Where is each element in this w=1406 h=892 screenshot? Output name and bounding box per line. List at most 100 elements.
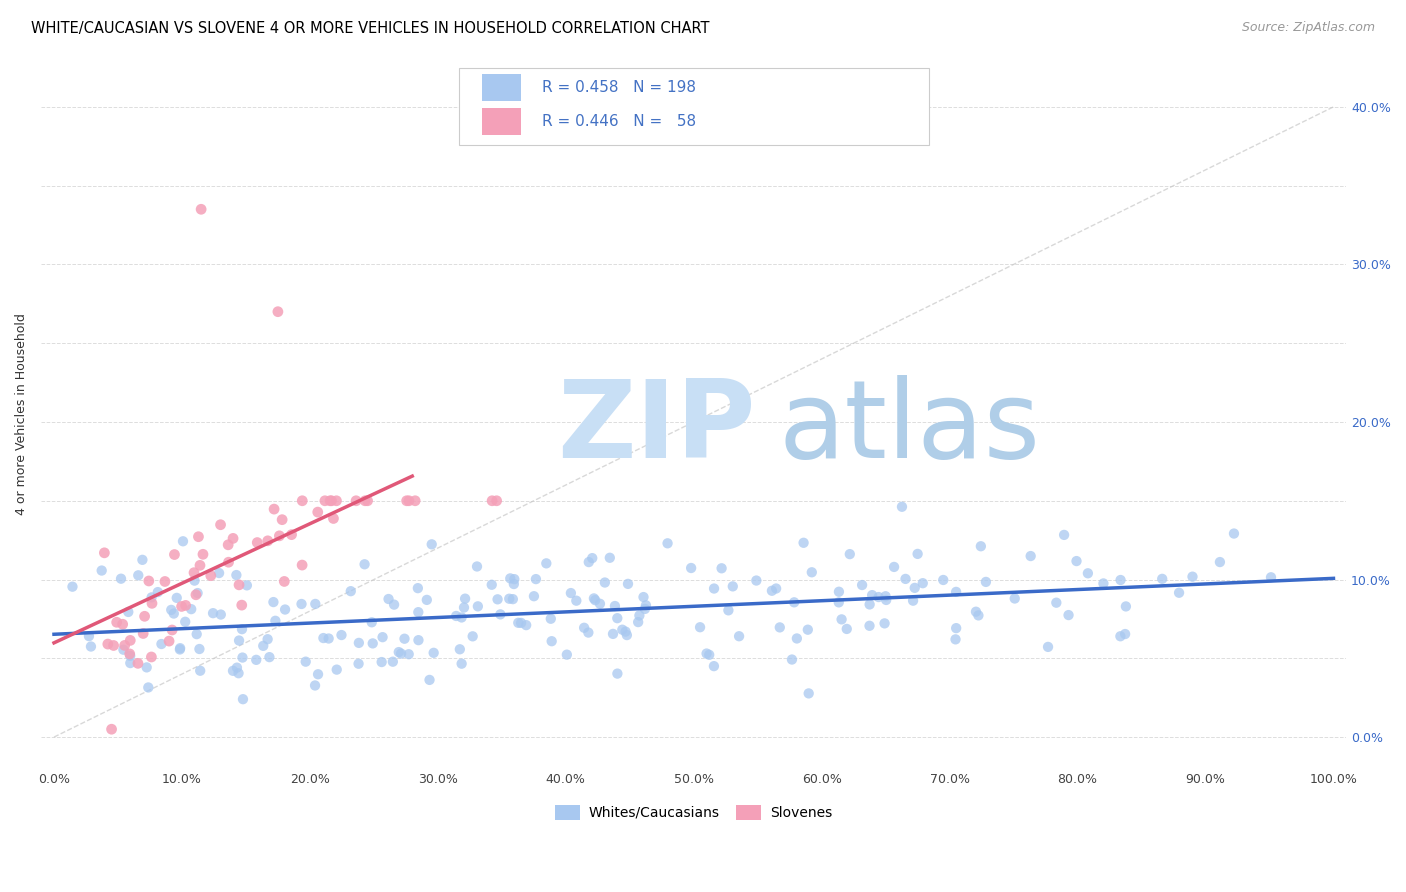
Point (218, 555, 240, 569)
Point (157, 634, 180, 648)
Point (228, 666, 250, 681)
Text: atlas: atlas (779, 376, 1040, 482)
Point (945, 632, 967, 647)
FancyBboxPatch shape (458, 68, 928, 145)
Point (166, 591, 188, 605)
Point (370, 655, 392, 669)
Point (835, 622, 858, 636)
Point (450, 610, 472, 624)
Point (606, 666, 628, 681)
Point (800, 566, 823, 580)
Point (231, 598, 253, 612)
Point (246, 535, 269, 549)
Point (141, 591, 163, 605)
Point (467, 599, 489, 614)
Point (110, 572, 132, 586)
Point (80, 640, 103, 654)
Point (136, 681, 159, 695)
Point (356, 493, 378, 508)
Point (111, 617, 134, 632)
Point (339, 584, 361, 599)
Point (160, 623, 183, 637)
Point (132, 626, 155, 640)
Point (515, 618, 537, 632)
Point (828, 595, 851, 609)
Point (307, 667, 329, 681)
Point (627, 615, 650, 629)
Point (838, 547, 860, 561)
Point (765, 582, 787, 596)
Point (945, 585, 967, 599)
Point (388, 645, 411, 659)
Point (236, 578, 259, 592)
Point (252, 639, 274, 653)
Point (453, 600, 475, 615)
Point (1209, 555, 1232, 569)
Point (174, 615, 197, 629)
Point (256, 632, 278, 647)
Point (616, 628, 638, 642)
Point (267, 304, 290, 318)
Point (420, 537, 443, 551)
Point (498, 591, 520, 606)
Point (1109, 629, 1132, 643)
Point (274, 602, 297, 616)
Point (582, 591, 605, 606)
Point (170, 599, 193, 614)
Point (970, 539, 993, 553)
Point (911, 576, 934, 591)
Point (187, 586, 209, 600)
Point (769, 620, 792, 634)
Text: R = 0.446   N =   58: R = 0.446 N = 58 (543, 114, 696, 128)
Point (330, 628, 353, 642)
Point (461, 629, 484, 643)
Point (606, 611, 628, 625)
Point (169, 641, 191, 656)
Point (502, 577, 524, 591)
Point (1152, 572, 1174, 586)
Point (141, 650, 163, 665)
Point (100, 723, 122, 737)
Point (312, 631, 335, 645)
Point (614, 624, 637, 639)
Point (572, 621, 595, 635)
Point (967, 608, 990, 623)
Point (404, 493, 426, 508)
Point (860, 588, 883, 602)
Point (696, 647, 718, 661)
Point (118, 647, 141, 661)
Point (262, 595, 284, 609)
Point (186, 627, 208, 641)
Point (389, 647, 412, 661)
Point (797, 623, 820, 637)
Point (523, 589, 546, 603)
Point (449, 642, 471, 657)
Point (97, 637, 120, 651)
Point (797, 686, 820, 700)
Point (1223, 526, 1246, 541)
Point (681, 561, 703, 575)
Point (454, 591, 477, 606)
Point (555, 648, 578, 662)
Point (208, 566, 231, 580)
Point (831, 612, 853, 626)
Point (291, 558, 314, 572)
Point (325, 493, 347, 508)
Point (271, 513, 294, 527)
Point (540, 612, 562, 626)
Point (269, 529, 291, 543)
Point (319, 493, 342, 508)
Point (231, 622, 253, 636)
Point (486, 592, 509, 607)
Point (222, 664, 245, 678)
Point (141, 596, 163, 610)
Point (188, 558, 211, 573)
Point (481, 493, 503, 508)
Point (703, 582, 725, 596)
Text: Source: ZipAtlas.com: Source: ZipAtlas.com (1241, 21, 1375, 35)
Point (146, 585, 169, 599)
Point (120, 633, 142, 648)
Point (851, 578, 873, 592)
Point (965, 605, 987, 619)
Point (183, 566, 205, 580)
